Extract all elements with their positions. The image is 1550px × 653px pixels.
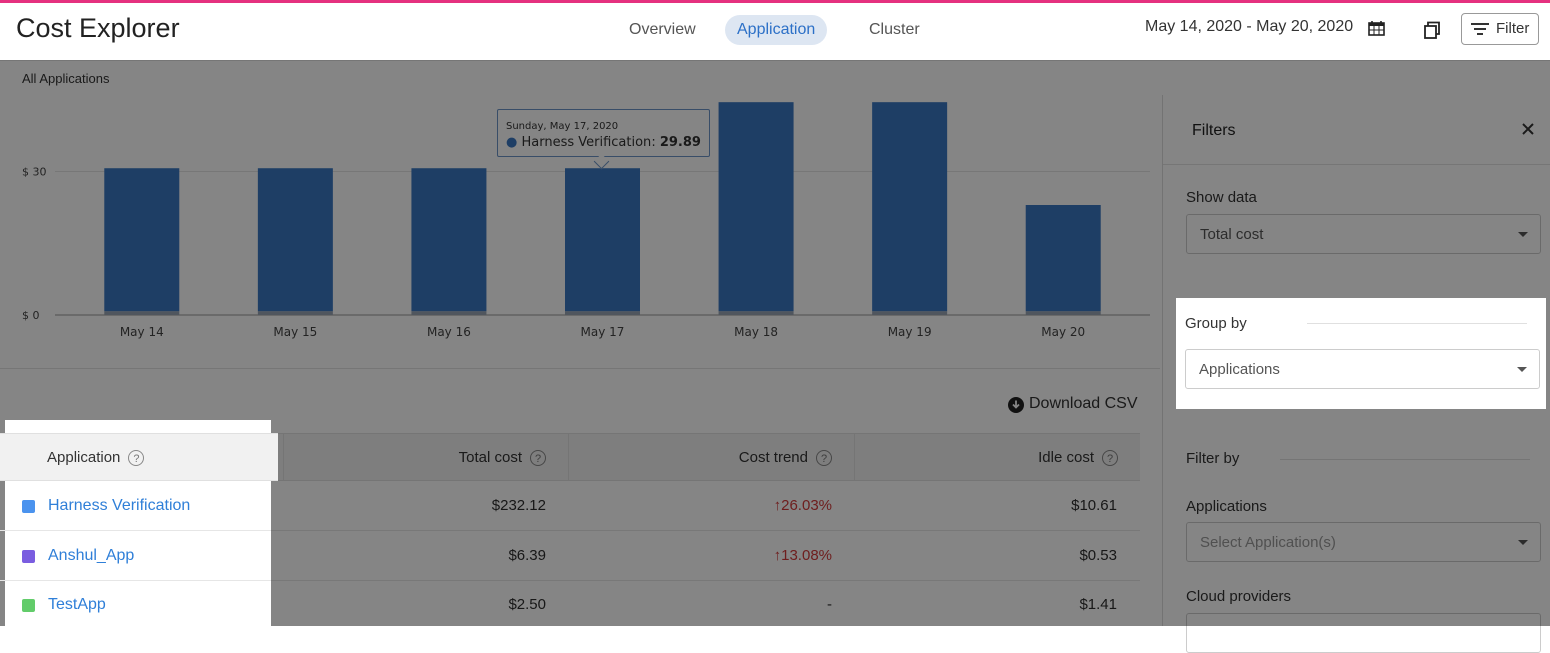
color-swatch <box>22 599 35 612</box>
app-name-link[interactable]: Harness Verification <box>48 497 191 514</box>
tooltip-dot-icon: ● <box>506 135 518 150</box>
filters-title: Filters <box>1192 122 1236 139</box>
tooltip-row: ● Harness Verification: 29.89 <box>506 135 701 150</box>
color-swatch <box>22 500 35 513</box>
chart-bar <box>257 311 333 315</box>
idle-cost-cell: $1.41 <box>1079 596 1117 613</box>
group-by-select[interactable]: Applications <box>1185 349 1540 389</box>
chart-tooltip: Sunday, May 17, 2020 ● Harness Verificat… <box>497 109 710 157</box>
filter-button[interactable]: Filter <box>1461 13 1539 45</box>
column-label: Application <box>47 449 121 466</box>
download-csv-label: Download CSV <box>1029 395 1138 412</box>
chart-bar <box>872 311 948 315</box>
show-data-label: Show data <box>1186 189 1257 206</box>
tab-cluster[interactable]: Cluster <box>869 21 920 38</box>
download-icon <box>1008 397 1024 413</box>
tab-overview[interactable]: Overview <box>629 21 696 38</box>
tooltip-value: 29.89 <box>659 135 701 150</box>
close-icon[interactable] <box>1521 122 1535 136</box>
applications-select[interactable]: Select Application(s) <box>1186 522 1541 562</box>
column-header-cost-trend[interactable]: Cost trend? <box>569 433 855 481</box>
panel-divider <box>1163 164 1550 165</box>
x-tick-label: May 19 <box>888 325 932 339</box>
x-tick-label: May 20 <box>1041 325 1085 339</box>
calendar-icon[interactable] <box>1368 21 1385 36</box>
x-tick-label: May 14 <box>120 325 164 339</box>
chart-bar <box>718 311 794 315</box>
idle-cost-cell: $10.61 <box>1071 497 1117 514</box>
cloud-providers-select[interactable] <box>1186 613 1541 653</box>
application-column-section: Application? Harness Verification Anshul… <box>0 420 278 626</box>
cost-trend-cell: ↑13.08% <box>773 547 832 564</box>
copy-icon[interactable] <box>1423 21 1441 39</box>
x-tick-label: May 17 <box>581 325 625 339</box>
date-range-picker[interactable]: May 14, 2020 - May 20, 2020 <box>1145 18 1354 35</box>
show-data-select[interactable]: Total cost <box>1186 214 1541 254</box>
filter-by-label: Filter by <box>1186 450 1240 467</box>
applications-placeholder: Select Application(s) <box>1200 534 1336 551</box>
filter-button-label: Filter <box>1496 20 1530 37</box>
total-cost-cell: $232.12 <box>491 497 546 514</box>
tooltip-date: Sunday, May 17, 2020 <box>506 121 619 132</box>
cost-trend-cell: - <box>827 596 832 613</box>
column-header-total-cost[interactable]: Total cost? <box>284 433 569 481</box>
chart-bar <box>565 311 640 315</box>
section-rule <box>1307 323 1527 324</box>
x-tick-label: May 18 <box>734 325 778 339</box>
tooltip-series: Harness Verification <box>521 135 652 150</box>
list-item[interactable]: Anshul_App <box>0 531 271 581</box>
chart-bar <box>104 168 180 312</box>
chart-bar <box>1025 205 1101 312</box>
accent-top-border <box>0 0 1550 3</box>
chart-bar <box>257 168 333 312</box>
cloud-providers-label: Cloud providers <box>1186 588 1292 605</box>
x-tick-label: May 15 <box>273 325 317 339</box>
x-tick-label: May 16 <box>427 325 471 339</box>
help-icon[interactable]: ? <box>816 450 832 467</box>
y-tick-label: $ 0 <box>22 309 40 322</box>
idle-cost-cell: $0.53 <box>1079 547 1117 564</box>
column-label: Idle cost <box>1038 449 1094 466</box>
chevron-down-icon <box>1517 367 1527 372</box>
chart-bar <box>411 168 487 312</box>
help-icon[interactable]: ? <box>530 450 546 467</box>
total-cost-cell: $2.50 <box>508 596 546 613</box>
chart-bar <box>872 102 948 312</box>
group-by-value: Applications <box>1199 361 1280 378</box>
show-data-value: Total cost <box>1200 226 1264 243</box>
cost-trend-cell: ↑26.03% <box>773 497 832 514</box>
app-name-link[interactable]: Anshul_App <box>48 547 135 564</box>
chevron-down-icon <box>1518 232 1528 237</box>
app-header: Cost Explorer Overview Application Clust… <box>0 3 1550 61</box>
list-item[interactable]: Harness Verification <box>0 481 271 531</box>
column-header-idle-cost[interactable]: Idle cost? <box>855 433 1140 481</box>
help-icon[interactable]: ? <box>128 450 145 467</box>
column-label: Total cost <box>458 449 522 466</box>
chevron-down-icon <box>1518 540 1528 545</box>
cost-bar-chart: $ 0 $ 30 May 14 May 15 May 16 May 17 May 18 May… <box>22 102 1150 339</box>
color-swatch <box>22 550 35 563</box>
section-rule <box>1280 459 1530 460</box>
group-by-label: Group by <box>1185 315 1247 332</box>
chart-bar <box>104 311 180 315</box>
tab-application[interactable]: Application <box>725 15 828 45</box>
column-header-application-highlighted[interactable]: Application? <box>0 433 278 481</box>
page-title: Cost Explorer <box>16 13 180 43</box>
help-icon[interactable]: ? <box>1102 450 1118 467</box>
chart-title: All Applications <box>22 71 110 86</box>
applications-filter-label: Applications <box>1186 498 1267 515</box>
column-label: Cost trend <box>738 449 808 466</box>
chart-bar <box>1025 311 1101 315</box>
chart-bar <box>718 102 794 312</box>
total-cost-cell: $6.39 <box>508 547 546 564</box>
chart-bar <box>411 311 487 315</box>
list-item[interactable]: TestApp <box>0 580 271 626</box>
app-name-link[interactable]: TestApp <box>48 596 106 613</box>
y-tick-label: $ 30 <box>22 166 47 179</box>
filter-icon <box>1471 23 1489 35</box>
group-by-section: Group by Applications <box>1176 298 1546 409</box>
download-csv-link[interactable]: Download CSV <box>1008 395 1138 413</box>
section-divider <box>0 368 1160 369</box>
chart-bar <box>565 168 640 312</box>
